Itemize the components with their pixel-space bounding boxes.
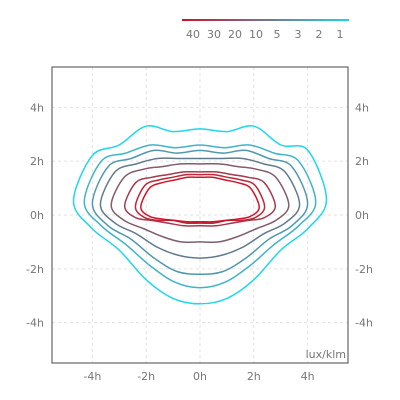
y-tick-label-left: 4h <box>30 101 44 114</box>
x-tick-label: 2h <box>247 370 261 383</box>
legend: 40 30 20 10 5 3 2 1 <box>182 19 349 41</box>
plot-frame <box>51 66 349 364</box>
contour-40 <box>140 176 260 223</box>
axis-ticks: -4h -2h 0h 2h 4h -4h -4h -2h -2h 0h 0h 2h 2h 4h 4h <box>26 101 373 383</box>
legend-label: 10 <box>249 28 263 41</box>
y-tick-label-right: -2h <box>355 263 373 276</box>
legend-label: 30 <box>207 28 221 41</box>
y-tick-label-left: -2h <box>26 263 44 276</box>
legend-label: 3 <box>295 28 302 41</box>
contour-5 <box>99 157 301 259</box>
y-tick-label-right: 4h <box>355 101 369 114</box>
contour-lines <box>72 125 328 305</box>
y-tick-label-right: 2h <box>355 155 369 168</box>
x-tick-label: -2h <box>137 370 155 383</box>
x-tick-label: -4h <box>83 370 101 383</box>
legend-label: 20 <box>228 28 242 41</box>
unit-label: lux/klm <box>306 348 346 361</box>
y-tick-label-left: 2h <box>30 155 44 168</box>
y-tick-label-left: -4h <box>26 317 44 330</box>
y-tick-label-right: -4h <box>355 317 373 330</box>
contour-20 <box>123 170 277 227</box>
legend-labels: 40 30 20 10 5 3 2 1 <box>186 28 344 41</box>
x-tick-label: 0h <box>193 370 207 383</box>
contour-3 <box>91 149 309 275</box>
contour-1 <box>72 125 328 305</box>
x-tick-label: 4h <box>301 370 315 383</box>
legend-label: 2 <box>316 28 323 41</box>
y-tick-label-left: 0h <box>30 209 44 222</box>
contour-10 <box>110 162 290 244</box>
legend-label: 1 <box>337 28 344 41</box>
legend-label: 5 <box>274 28 281 41</box>
y-tick-label-right: 0h <box>355 209 369 222</box>
legend-label: 40 <box>186 28 200 41</box>
legend-gradient-bar <box>182 19 349 21</box>
contour-2 <box>83 144 317 289</box>
